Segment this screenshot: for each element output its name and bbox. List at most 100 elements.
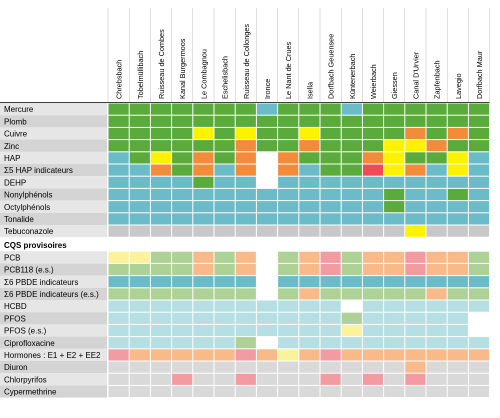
heatmap-cell <box>193 103 214 115</box>
heatmap-cell <box>384 115 405 127</box>
heatmap-cell <box>278 152 299 164</box>
heatmap-cell <box>362 385 384 398</box>
heatmap-cell <box>129 349 150 361</box>
heatmap-cell <box>384 324 405 337</box>
heatmap-cell <box>278 176 299 188</box>
heatmap-cell <box>320 361 341 373</box>
heatmap-cell <box>447 263 468 276</box>
column-label: Le Combagnou <box>199 49 208 99</box>
heatmap-cell <box>405 115 426 127</box>
heatmap-cell <box>172 127 193 140</box>
heatmap-cell <box>214 213 235 225</box>
heatmap-cell <box>341 324 362 337</box>
heatmap-cell <box>384 164 405 176</box>
heatmap-cell <box>108 201 129 213</box>
heatmap-cell <box>150 164 172 176</box>
heatmap-cell <box>299 300 320 312</box>
heatmap-cell <box>405 300 426 312</box>
heatmap-cell <box>108 127 129 140</box>
heatmap-cell <box>384 103 405 115</box>
row-label-band <box>0 336 107 349</box>
heatmap-cell <box>362 176 384 188</box>
heatmap-cell <box>320 201 341 213</box>
heatmap-cell <box>108 213 129 225</box>
heatmap-cell <box>341 385 362 398</box>
heatmap-cell <box>426 361 447 373</box>
heatmap-cell <box>235 288 256 300</box>
heatmap-cell <box>235 188 256 201</box>
heatmap-cell <box>426 140 447 152</box>
heatmap-cell <box>405 324 426 337</box>
row-label-band <box>0 300 107 313</box>
row-label-band <box>0 103 107 116</box>
heatmap-cell <box>278 103 299 115</box>
heatmap-cell <box>235 115 256 127</box>
heatmap-cell <box>362 263 384 276</box>
heatmap-cell <box>447 300 468 312</box>
heatmap-cell <box>362 225 384 237</box>
heatmap-cell <box>384 385 405 398</box>
heatmap-cell <box>108 349 129 361</box>
heatmap-cell <box>193 312 214 324</box>
heatmap-cell <box>299 361 320 373</box>
heatmap-cell <box>193 373 214 385</box>
heatmap-cell <box>468 276 490 288</box>
heatmap-cell <box>129 288 150 300</box>
heatmap-cell <box>108 288 129 300</box>
heatmap-cell <box>193 140 214 152</box>
heatmap-cell <box>172 103 193 115</box>
heatmap-cell <box>278 164 299 176</box>
heatmap-cell <box>341 188 362 201</box>
heatmap-cell <box>426 201 447 213</box>
heatmap-cell <box>362 288 384 300</box>
heatmap-cell <box>384 188 405 201</box>
heatmap-cell <box>150 349 172 361</box>
heatmap-cell <box>405 176 426 188</box>
heatmap-cell <box>214 115 235 127</box>
heatmap-cell <box>426 225 447 237</box>
heatmap-cell <box>150 276 172 288</box>
heatmap-cell <box>278 115 299 127</box>
heatmap-cell <box>447 115 468 127</box>
heatmap-cell <box>150 115 172 127</box>
heatmap-cell <box>447 337 468 349</box>
heatmap-cell <box>447 103 468 115</box>
heatmap-cell <box>193 201 214 213</box>
heatmap-cell <box>150 127 172 140</box>
heatmap-cell <box>172 337 193 349</box>
heatmap-cell <box>405 140 426 152</box>
heatmap-cell <box>341 164 362 176</box>
heatmap-cell <box>235 127 256 140</box>
heatmap-cell <box>235 140 256 152</box>
row-label-band <box>0 225 107 238</box>
heatmap-cell <box>278 385 299 398</box>
heatmap-cell <box>214 361 235 373</box>
heatmap-cell <box>256 225 278 237</box>
heatmap-cell <box>447 251 468 263</box>
heatmap-cell <box>405 276 426 288</box>
heatmap-cell <box>299 276 320 288</box>
heatmap-cell <box>362 324 384 337</box>
row-label-band <box>0 151 107 164</box>
heatmap-cell <box>235 201 256 213</box>
row-label-band <box>0 188 107 201</box>
heatmap-cell <box>405 188 426 201</box>
heatmap-cell <box>426 188 447 201</box>
heatmap-cell <box>405 213 426 225</box>
heatmap-cell <box>278 127 299 140</box>
heatmap-cell <box>278 349 299 361</box>
heatmap-cell <box>172 188 193 201</box>
heatmap-cell <box>447 225 468 237</box>
heatmap-cell <box>299 176 320 188</box>
heatmap-cell <box>150 188 172 201</box>
column-label: Tobelmüllibach <box>136 51 145 99</box>
row-label: Mercure <box>4 105 34 114</box>
heatmap-cell <box>193 115 214 127</box>
heatmap-cell <box>108 300 129 312</box>
heatmap-cell <box>468 337 490 349</box>
heatmap-cell <box>362 188 384 201</box>
heatmap-cell <box>172 213 193 225</box>
heatmap-cell <box>341 176 362 188</box>
heatmap-cell <box>193 300 214 312</box>
heatmap-cell <box>341 152 362 164</box>
